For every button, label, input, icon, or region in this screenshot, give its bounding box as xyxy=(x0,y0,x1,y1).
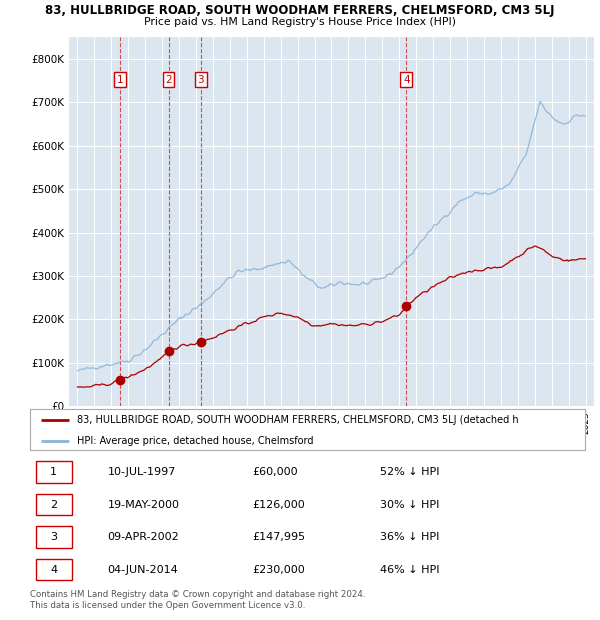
Text: HPI: Average price, detached house, Chelmsford: HPI: Average price, detached house, Chel… xyxy=(77,436,314,446)
Text: 46% ↓ HPI: 46% ↓ HPI xyxy=(380,565,439,575)
Text: 36% ↓ HPI: 36% ↓ HPI xyxy=(380,532,439,542)
FancyBboxPatch shape xyxy=(35,494,71,515)
Text: £60,000: £60,000 xyxy=(252,467,298,477)
Text: 1: 1 xyxy=(117,74,124,84)
Text: £126,000: £126,000 xyxy=(252,500,305,510)
Text: 04-JUN-2014: 04-JUN-2014 xyxy=(108,565,178,575)
Text: 30% ↓ HPI: 30% ↓ HPI xyxy=(380,500,439,510)
Text: £230,000: £230,000 xyxy=(252,565,305,575)
Text: 10-JUL-1997: 10-JUL-1997 xyxy=(108,467,176,477)
FancyBboxPatch shape xyxy=(35,559,71,580)
Text: Price paid vs. HM Land Registry's House Price Index (HPI): Price paid vs. HM Land Registry's House … xyxy=(144,17,456,27)
Text: 1: 1 xyxy=(50,467,57,477)
FancyBboxPatch shape xyxy=(35,526,71,548)
Text: 4: 4 xyxy=(50,565,57,575)
Text: 83, HULLBRIDGE ROAD, SOUTH WOODHAM FERRERS, CHELMSFORD, CM3 5LJ: 83, HULLBRIDGE ROAD, SOUTH WOODHAM FERRE… xyxy=(45,4,555,17)
Text: 3: 3 xyxy=(197,74,204,84)
Text: 2: 2 xyxy=(165,74,172,84)
Text: 09-APR-2002: 09-APR-2002 xyxy=(108,532,179,542)
Text: 19-MAY-2000: 19-MAY-2000 xyxy=(108,500,180,510)
Text: 3: 3 xyxy=(50,532,57,542)
Text: £147,995: £147,995 xyxy=(252,532,305,542)
Text: 4: 4 xyxy=(403,74,410,84)
Text: 2: 2 xyxy=(50,500,57,510)
FancyBboxPatch shape xyxy=(35,461,71,483)
Text: 83, HULLBRIDGE ROAD, SOUTH WOODHAM FERRERS, CHELMSFORD, CM3 5LJ (detached h: 83, HULLBRIDGE ROAD, SOUTH WOODHAM FERRE… xyxy=(77,415,519,425)
Text: 52% ↓ HPI: 52% ↓ HPI xyxy=(380,467,439,477)
Text: Contains HM Land Registry data © Crown copyright and database right 2024.
This d: Contains HM Land Registry data © Crown c… xyxy=(30,590,365,609)
